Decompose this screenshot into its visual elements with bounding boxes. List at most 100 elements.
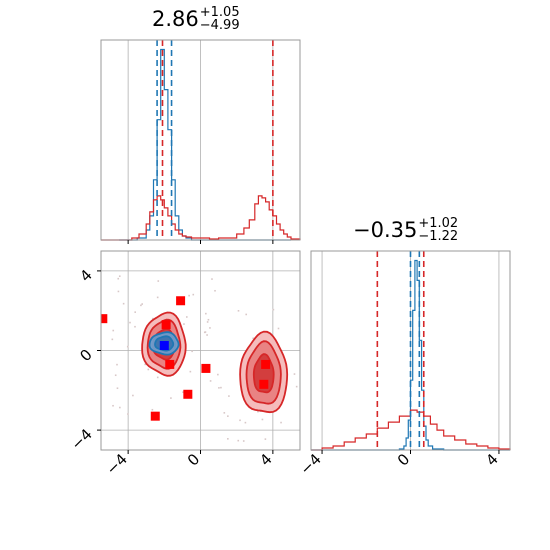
y-tick-label: 0 [76, 346, 95, 365]
sample-point [209, 327, 211, 329]
marker-marker [150, 411, 160, 421]
joint-panel: −4 0 4−404 [67, 250, 314, 478]
y-tick-label: −4 [67, 425, 95, 453]
sample-point [182, 391, 184, 393]
sample-point [295, 385, 298, 388]
sample-point [132, 394, 134, 397]
sample-point [151, 408, 154, 411]
param2-title-upper: +1.02 [418, 216, 459, 231]
sample-point [214, 289, 216, 292]
sample-point [116, 363, 118, 366]
sample-point [111, 338, 114, 341]
sample-point [126, 345, 129, 348]
sample-point [122, 302, 125, 305]
sample-point [211, 278, 213, 280]
sample-point [227, 415, 229, 417]
sample-point [312, 390, 314, 392]
sample-point [117, 277, 120, 280]
sample-point [156, 296, 159, 299]
x-tick-label: −4 [103, 450, 131, 478]
sample-point [118, 275, 121, 277]
sample-point [191, 350, 193, 353]
sample-point [244, 421, 247, 424]
sample-point [112, 404, 114, 407]
sample-point [205, 312, 207, 315]
sample-point [192, 293, 195, 296]
param2-title: −0.35 +1.02 −1.22 [353, 217, 458, 243]
param2-title-value: −0.35 [353, 218, 418, 242]
sample-point [277, 327, 280, 330]
marker-marker [183, 389, 193, 399]
y-tick-label: 4 [76, 266, 95, 285]
sample-point [261, 418, 264, 421]
sample-point [293, 373, 296, 375]
sample-point [144, 363, 146, 366]
sample-point [207, 318, 210, 321]
param1-title-upper: +1.05 [199, 5, 240, 20]
sample-point [119, 406, 121, 409]
sample-point [117, 290, 120, 293]
sample-point [116, 387, 119, 390]
sample-point [114, 374, 117, 377]
marker-marker [259, 379, 269, 389]
series-blue-line [311, 259, 510, 451]
series-red-line [101, 195, 301, 241]
marginal-param1-panel [100, 39, 301, 244]
sample-point [280, 421, 282, 424]
sample-point [223, 412, 226, 414]
sample-point [185, 316, 188, 318]
param2-title-lower: −1.22 [418, 229, 459, 244]
sample-point [112, 329, 115, 332]
sample-point [239, 419, 241, 422]
sample-point [217, 373, 219, 376]
sample-point [242, 440, 245, 442]
sample-point [134, 325, 136, 328]
sample-point [227, 438, 229, 440]
sample-point [141, 303, 143, 305]
sample-point [206, 334, 208, 336]
sample-point [218, 387, 220, 389]
marker-marker [165, 359, 175, 369]
marker-marker [201, 363, 211, 373]
marginal-param2-panel: −4 0 4 [297, 250, 511, 478]
sample-point [237, 439, 240, 442]
param1-title-value: 2.86 [152, 7, 199, 31]
sample-point [245, 313, 248, 316]
sample-point [303, 411, 305, 413]
sample-point [129, 321, 131, 324]
sample-point [220, 386, 222, 389]
marker-marker [261, 359, 271, 369]
param1-title: 2.86 +1.05 −4.99 [152, 6, 240, 32]
sample-point [189, 370, 192, 373]
sample-point [157, 280, 160, 282]
sample-point [156, 376, 159, 379]
sample-point [228, 395, 230, 397]
sample-point [127, 413, 129, 415]
marker-marker [176, 296, 186, 306]
marker-marker [101, 314, 108, 324]
sample-point [151, 317, 154, 320]
sample-point [170, 397, 172, 399]
sample-point [147, 368, 150, 371]
sample-point [203, 331, 206, 334]
sample-point [257, 410, 259, 413]
joint-plot-area [101, 251, 314, 450]
series-red-line [311, 409, 511, 451]
sample-point [308, 367, 310, 369]
sample-point [237, 309, 240, 312]
sample-point [206, 321, 209, 323]
sample-point [272, 308, 275, 311]
param1-title-lower: −4.99 [199, 18, 240, 33]
sample-point [183, 323, 185, 325]
series-blue-line [119, 48, 291, 241]
marker-marker_blue [159, 341, 169, 351]
marker-marker [161, 320, 171, 330]
sample-point [252, 337, 254, 340]
x-tick-label: −4 [297, 450, 325, 478]
sample-point [140, 304, 142, 307]
sample-point [134, 311, 137, 313]
sample-point [300, 423, 302, 425]
sample-point [188, 294, 190, 297]
